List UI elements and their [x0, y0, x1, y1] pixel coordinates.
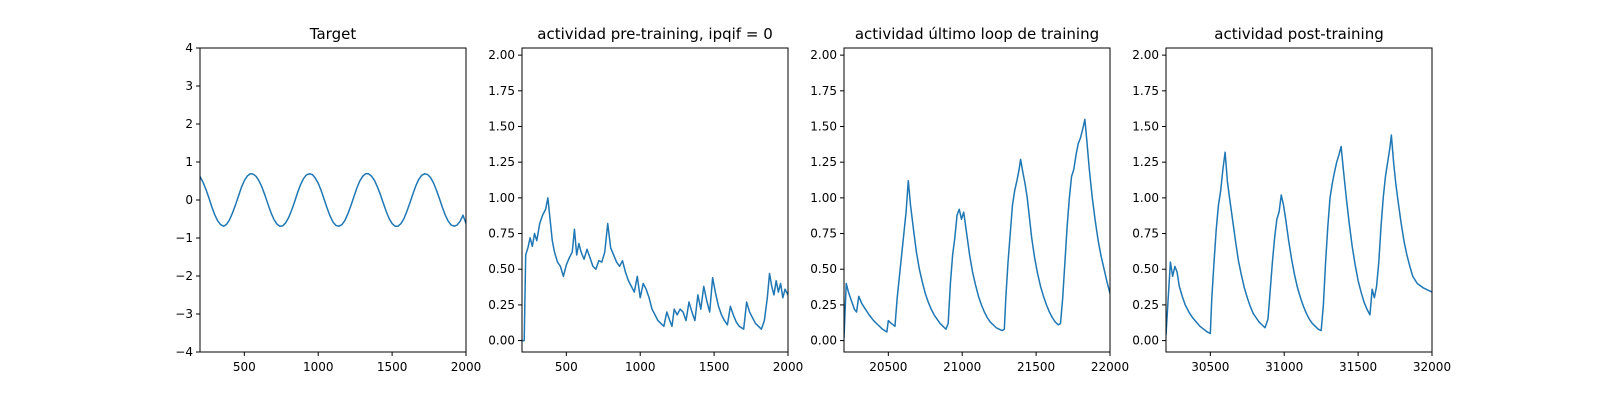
chart-panel-1: Target 500 1000 1500 2000 −4 −3 −2 −1 0 1 2 3 4: [175, 25, 481, 374]
y-tick-label: −2: [175, 269, 193, 283]
y-tick-label: 1: [185, 155, 193, 169]
y-tick-label: 0.25: [1132, 298, 1159, 312]
x-tick-label: 1000: [303, 360, 334, 374]
y-tick-label: 1.00: [810, 191, 837, 205]
y-tick-label: 0.00: [488, 334, 515, 348]
y-tick-label: 2.00: [810, 48, 837, 62]
y-tick-label: 0.00: [1132, 334, 1159, 348]
y-tick-label: 2: [185, 117, 193, 131]
y-tick-label: 1.75: [1132, 84, 1159, 98]
y-tick-label: 0.75: [810, 227, 837, 241]
y-tick-label: 1.75: [810, 84, 837, 98]
y-tick-label: 0.25: [488, 298, 515, 312]
x-tick-label: 31000: [1265, 360, 1303, 374]
chart-title: Target: [309, 25, 357, 43]
y-tick-label: 1.50: [810, 119, 837, 133]
y-tick-label: 0.50: [1132, 262, 1159, 276]
axes-frame: [1165, 47, 1433, 353]
chart-panel-4: actividad post-training 30500 31000 31500 32…: [1132, 25, 1451, 374]
y-tick-label: 3: [185, 79, 193, 93]
x-tick-label: 22000: [1091, 360, 1129, 374]
y-tick-label: 0.50: [810, 262, 837, 276]
x-tick-label: 2000: [773, 360, 804, 374]
y-tick-label: 0.50: [488, 262, 515, 276]
chart-panel-3: actividad último loop de training 20500 21…: [810, 25, 1129, 374]
axes-frame: [843, 47, 1111, 353]
y-tick-label: 1.25: [810, 155, 837, 169]
x-tick-label: 32000: [1413, 360, 1451, 374]
chart-title: actividad pre-training, ipqif = 0: [537, 25, 773, 43]
x-tick-label: 500: [233, 360, 256, 374]
x-tick-label: 20500: [869, 360, 907, 374]
y-tick-label: −4: [175, 345, 193, 359]
series-line: [1166, 134, 1432, 335]
y-tick-label: 0.25: [810, 298, 837, 312]
y-tick-label: 1.75: [488, 84, 515, 98]
y-tick-label: −3: [175, 307, 193, 321]
y-tick-label: 1.25: [488, 155, 515, 169]
y-tick-label: 1.00: [488, 191, 515, 205]
y-tick-label: 0: [185, 193, 193, 207]
y-tick-label: 2.00: [488, 48, 515, 62]
chart-title: actividad post-training: [1214, 25, 1383, 43]
y-tick-label: 1.50: [1132, 119, 1159, 133]
x-tick-label: 500: [555, 360, 578, 374]
y-tick-label: 1.50: [488, 119, 515, 133]
x-tick-label: 30500: [1191, 360, 1229, 374]
series-line: [522, 197, 788, 342]
series-line: [200, 173, 466, 227]
axes-frame: [521, 47, 789, 353]
y-tick-label: 0.75: [1132, 227, 1159, 241]
y-tick-label: 0.00: [810, 334, 837, 348]
x-tick-label: 21500: [1017, 360, 1055, 374]
chart-panel-2: actividad pre-training, ipqif = 0 500 1000…: [488, 25, 803, 374]
x-tick-label: 1000: [625, 360, 656, 374]
y-tick-label: 4: [185, 41, 193, 55]
y-tick-label: 1.25: [1132, 155, 1159, 169]
y-tick-label: 0.75: [488, 227, 515, 241]
chart-title: actividad último loop de training: [855, 25, 1099, 43]
y-tick-label: 1.00: [1132, 191, 1159, 205]
y-tick-label: −1: [175, 231, 193, 245]
y-tick-label: 2.00: [1132, 48, 1159, 62]
x-tick-label: 2000: [451, 360, 482, 374]
x-tick-label: 21000: [943, 360, 981, 374]
x-tick-label: 1500: [377, 360, 408, 374]
x-tick-label: 1500: [699, 360, 730, 374]
series-line: [844, 118, 1110, 338]
x-tick-label: 31500: [1339, 360, 1377, 374]
